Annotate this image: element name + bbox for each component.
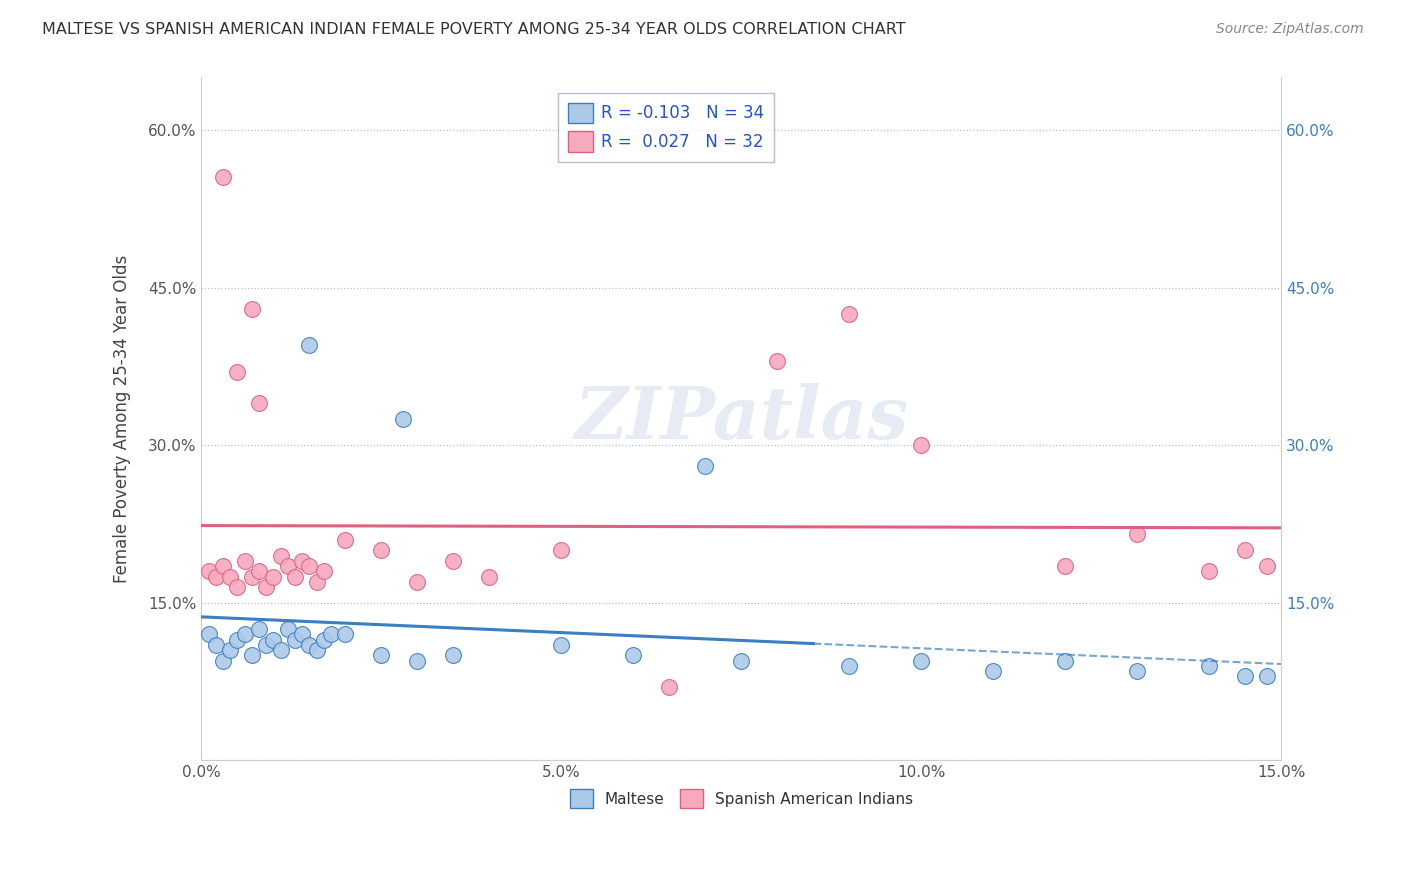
Point [284, 569, 307, 583]
Point [370, 648, 392, 663]
Point [247, 622, 270, 636]
Point [270, 643, 292, 657]
Point [319, 627, 342, 641]
Legend: Maltese, Spanish American Indians: Maltese, Spanish American Indians [564, 783, 920, 814]
Point [392, 412, 415, 426]
Point [247, 396, 270, 410]
Point [312, 632, 335, 647]
Point [197, 564, 219, 578]
Point [335, 627, 357, 641]
Point [212, 170, 235, 185]
Point [305, 574, 328, 589]
Point [766, 354, 789, 368]
Point [298, 638, 321, 652]
Point [219, 643, 242, 657]
Point [197, 627, 219, 641]
Point [1234, 669, 1257, 683]
Point [212, 654, 235, 668]
Y-axis label: Female Poverty Among 25-34 Year Olds: Female Poverty Among 25-34 Year Olds [114, 255, 131, 583]
Point [233, 554, 256, 568]
Point [226, 580, 249, 594]
Point [277, 559, 299, 574]
Point [1256, 669, 1278, 683]
Text: ZIPatlas: ZIPatlas [575, 384, 908, 454]
Point [550, 638, 572, 652]
Point [298, 559, 321, 574]
Point [443, 648, 465, 663]
Point [262, 569, 284, 583]
Point [406, 654, 429, 668]
Point [226, 632, 249, 647]
Point [233, 627, 256, 641]
Point [1126, 664, 1149, 678]
Point [240, 569, 263, 583]
Point [284, 632, 307, 647]
Point [205, 569, 228, 583]
Point [1054, 559, 1077, 574]
Point [262, 632, 284, 647]
Point [443, 554, 465, 568]
Point [254, 638, 277, 652]
Point [838, 307, 860, 321]
Point [478, 569, 501, 583]
Point [695, 459, 717, 474]
Point [219, 569, 242, 583]
Point [277, 622, 299, 636]
Point [254, 580, 277, 594]
Point [226, 365, 249, 379]
Point [240, 648, 263, 663]
Point [1256, 559, 1278, 574]
Text: MALTESE VS SPANISH AMERICAN INDIAN FEMALE POVERTY AMONG 25-34 YEAR OLDS CORRELAT: MALTESE VS SPANISH AMERICAN INDIAN FEMAL… [42, 22, 905, 37]
Point [838, 658, 860, 673]
Point [1054, 654, 1077, 668]
Point [298, 338, 321, 352]
Point [247, 564, 270, 578]
Point [406, 574, 429, 589]
Point [1126, 527, 1149, 541]
Point [1234, 543, 1257, 558]
Point [623, 648, 645, 663]
Point [730, 654, 752, 668]
Point [1198, 564, 1220, 578]
Point [910, 654, 932, 668]
Point [205, 638, 228, 652]
Point [658, 680, 681, 694]
Point [910, 438, 932, 452]
Point [370, 543, 392, 558]
Point [291, 627, 314, 641]
Point [212, 559, 235, 574]
Point [240, 301, 263, 316]
Point [550, 543, 572, 558]
Point [1198, 658, 1220, 673]
Point [291, 554, 314, 568]
Point [983, 664, 1005, 678]
Point [312, 564, 335, 578]
Text: Source: ZipAtlas.com: Source: ZipAtlas.com [1216, 22, 1364, 37]
Point [335, 533, 357, 547]
Point [270, 549, 292, 563]
Point [305, 643, 328, 657]
